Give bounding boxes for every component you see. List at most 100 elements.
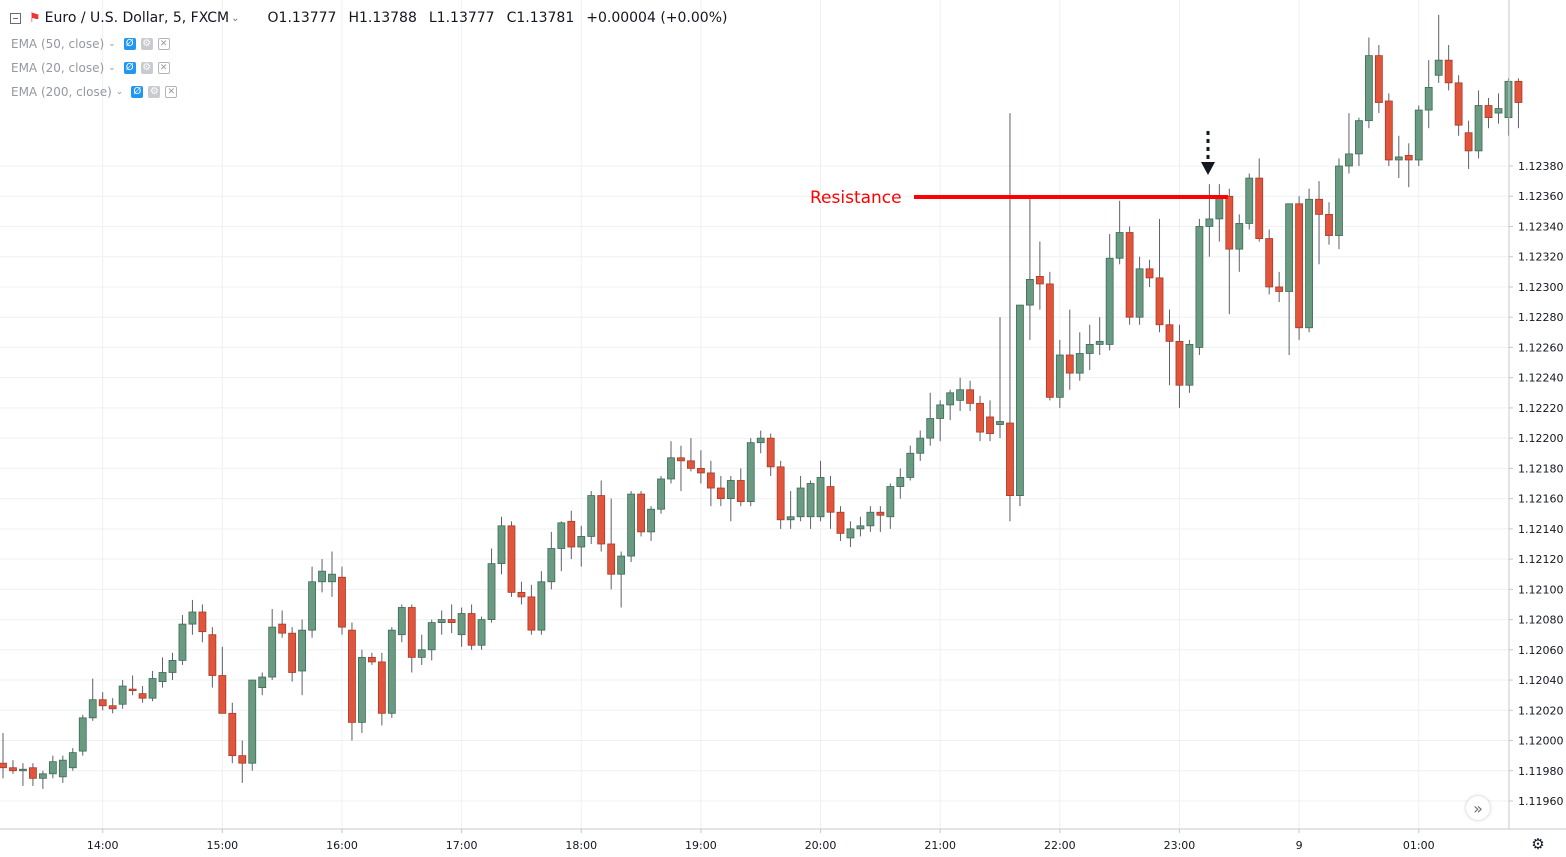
gear-icon[interactable]: ⚙ — [148, 86, 161, 98]
chevron-down-icon[interactable]: ⌄ — [108, 39, 116, 49]
candle — [348, 622, 356, 741]
candle-body — [1305, 198, 1313, 329]
candle-body — [1095, 340, 1104, 345]
candle-body — [617, 555, 626, 575]
study-row-ema-50[interactable]: EMA (50, close) ⌄ Ø ⚙ ✕ — [11, 32, 727, 56]
candle-body — [766, 437, 775, 468]
candle-body — [1295, 203, 1303, 329]
candle-body — [1255, 177, 1264, 239]
time-axis[interactable]: 14:00 15:00 16:00 17:00 18:00 19:00 20:00 21:00… — [87, 829, 1435, 852]
candle — [547, 531, 556, 590]
candle-body — [1085, 344, 1094, 354]
gear-icon[interactable]: ⚙ — [140, 38, 153, 50]
candle — [866, 506, 875, 532]
study-row-ema-20[interactable]: EMA (20, close) ⌄ Ø ⚙ ✕ — [11, 56, 727, 80]
candle — [557, 521, 566, 572]
symbol-title[interactable]: Euro / U.S. Dollar, 5, FXCM — [44, 10, 230, 26]
close-icon[interactable]: ✕ — [165, 86, 178, 98]
candle — [1384, 93, 1393, 166]
chart-legend: ⚑ Euro / U.S. Dollar, 5, FXCM ⌄ O1.13777… — [10, 8, 727, 104]
candle-body — [68, 752, 77, 769]
candle-body — [1115, 232, 1124, 259]
candle-body — [467, 613, 476, 646]
candle — [1225, 188, 1234, 315]
candle — [607, 498, 616, 590]
candle — [1434, 14, 1443, 83]
candle-body — [1454, 82, 1463, 126]
candle — [1145, 259, 1154, 287]
price-tick-label: 1.12100 — [1518, 583, 1564, 596]
candle — [507, 521, 516, 597]
candle — [966, 380, 974, 411]
gear-icon[interactable]: ⚙ — [140, 62, 153, 74]
candle — [577, 525, 586, 567]
chevron-down-icon[interactable]: ⌄ — [231, 12, 240, 24]
resistance-annotation[interactable]: Resistance — [810, 188, 1228, 208]
minus-square-icon[interactable] — [10, 12, 21, 24]
candle — [1275, 271, 1284, 303]
candle-body — [1145, 268, 1154, 279]
study-row-ema-200[interactable]: EMA (200, close) ⌄ Ø ⚙ ✕ — [11, 80, 727, 104]
candlestick-series — [0, 14, 1523, 789]
candle — [1255, 158, 1264, 242]
close-icon[interactable]: ✕ — [157, 38, 170, 50]
candle — [976, 395, 984, 442]
candle-body — [926, 418, 935, 439]
candle-body — [706, 472, 715, 489]
candle — [627, 491, 636, 563]
candle-body — [1384, 100, 1393, 161]
candle — [996, 317, 1004, 439]
price-axis[interactable]: 1.12380 1.12360 1.12340 1.12320 1.12300 1.122… — [1509, 160, 1564, 808]
candle-body — [637, 493, 645, 533]
candle — [1394, 135, 1403, 179]
candle — [437, 610, 446, 635]
candle-body — [427, 622, 436, 651]
candle-body — [417, 649, 426, 658]
candle — [467, 604, 476, 650]
candle-body — [657, 478, 665, 510]
candle-body — [597, 495, 606, 545]
candle — [1464, 120, 1473, 170]
candle-body — [736, 480, 745, 503]
candle — [328, 551, 336, 597]
study-label[interactable]: EMA (20, close) — [11, 61, 105, 75]
candle-body — [118, 685, 127, 705]
candle-body — [158, 672, 167, 682]
candle — [1305, 188, 1313, 333]
candle — [78, 714, 87, 756]
study-label[interactable]: EMA (200, close) — [11, 85, 112, 99]
candle — [1235, 214, 1244, 272]
time-tick-label: 15:00 — [206, 839, 238, 852]
double-chevron-right-icon[interactable]: » — [1466, 796, 1490, 820]
price-tick-label: 1.12380 — [1518, 160, 1564, 173]
candle — [1055, 339, 1064, 408]
price-tick-label: 1.12040 — [1518, 674, 1564, 687]
candle-body — [697, 467, 705, 474]
price-tick-label: 1.12000 — [1518, 735, 1564, 748]
eye-slash-icon[interactable]: Ø — [131, 86, 144, 98]
eye-slash-icon[interactable]: Ø — [123, 38, 136, 50]
eye-slash-icon[interactable]: Ø — [123, 62, 136, 74]
candle — [1345, 113, 1353, 174]
candle — [1095, 317, 1104, 355]
study-label[interactable]: EMA (50, close) — [11, 37, 105, 51]
candle — [916, 430, 925, 461]
candle-body — [248, 679, 257, 764]
gear-icon[interactable]: ⚙ — [1531, 835, 1545, 853]
candle — [1444, 45, 1453, 91]
candle — [766, 433, 775, 476]
candle-body — [58, 759, 67, 778]
candle — [308, 566, 316, 638]
close-icon[interactable]: ✕ — [157, 62, 170, 74]
candle-body — [816, 477, 825, 518]
symbol-row: ⚑ Euro / U.S. Dollar, 5, FXCM ⌄ O1.13777… — [10, 8, 727, 28]
candle-body — [138, 693, 147, 699]
candle — [1026, 196, 1034, 340]
ohlc-open: O1.13777 — [267, 10, 337, 26]
candle-body — [487, 563, 496, 620]
chevron-down-icon[interactable]: ⌄ — [115, 87, 124, 97]
candle — [876, 506, 885, 532]
chevron-down-icon[interactable]: ⌄ — [108, 63, 116, 73]
candle — [1514, 78, 1523, 129]
